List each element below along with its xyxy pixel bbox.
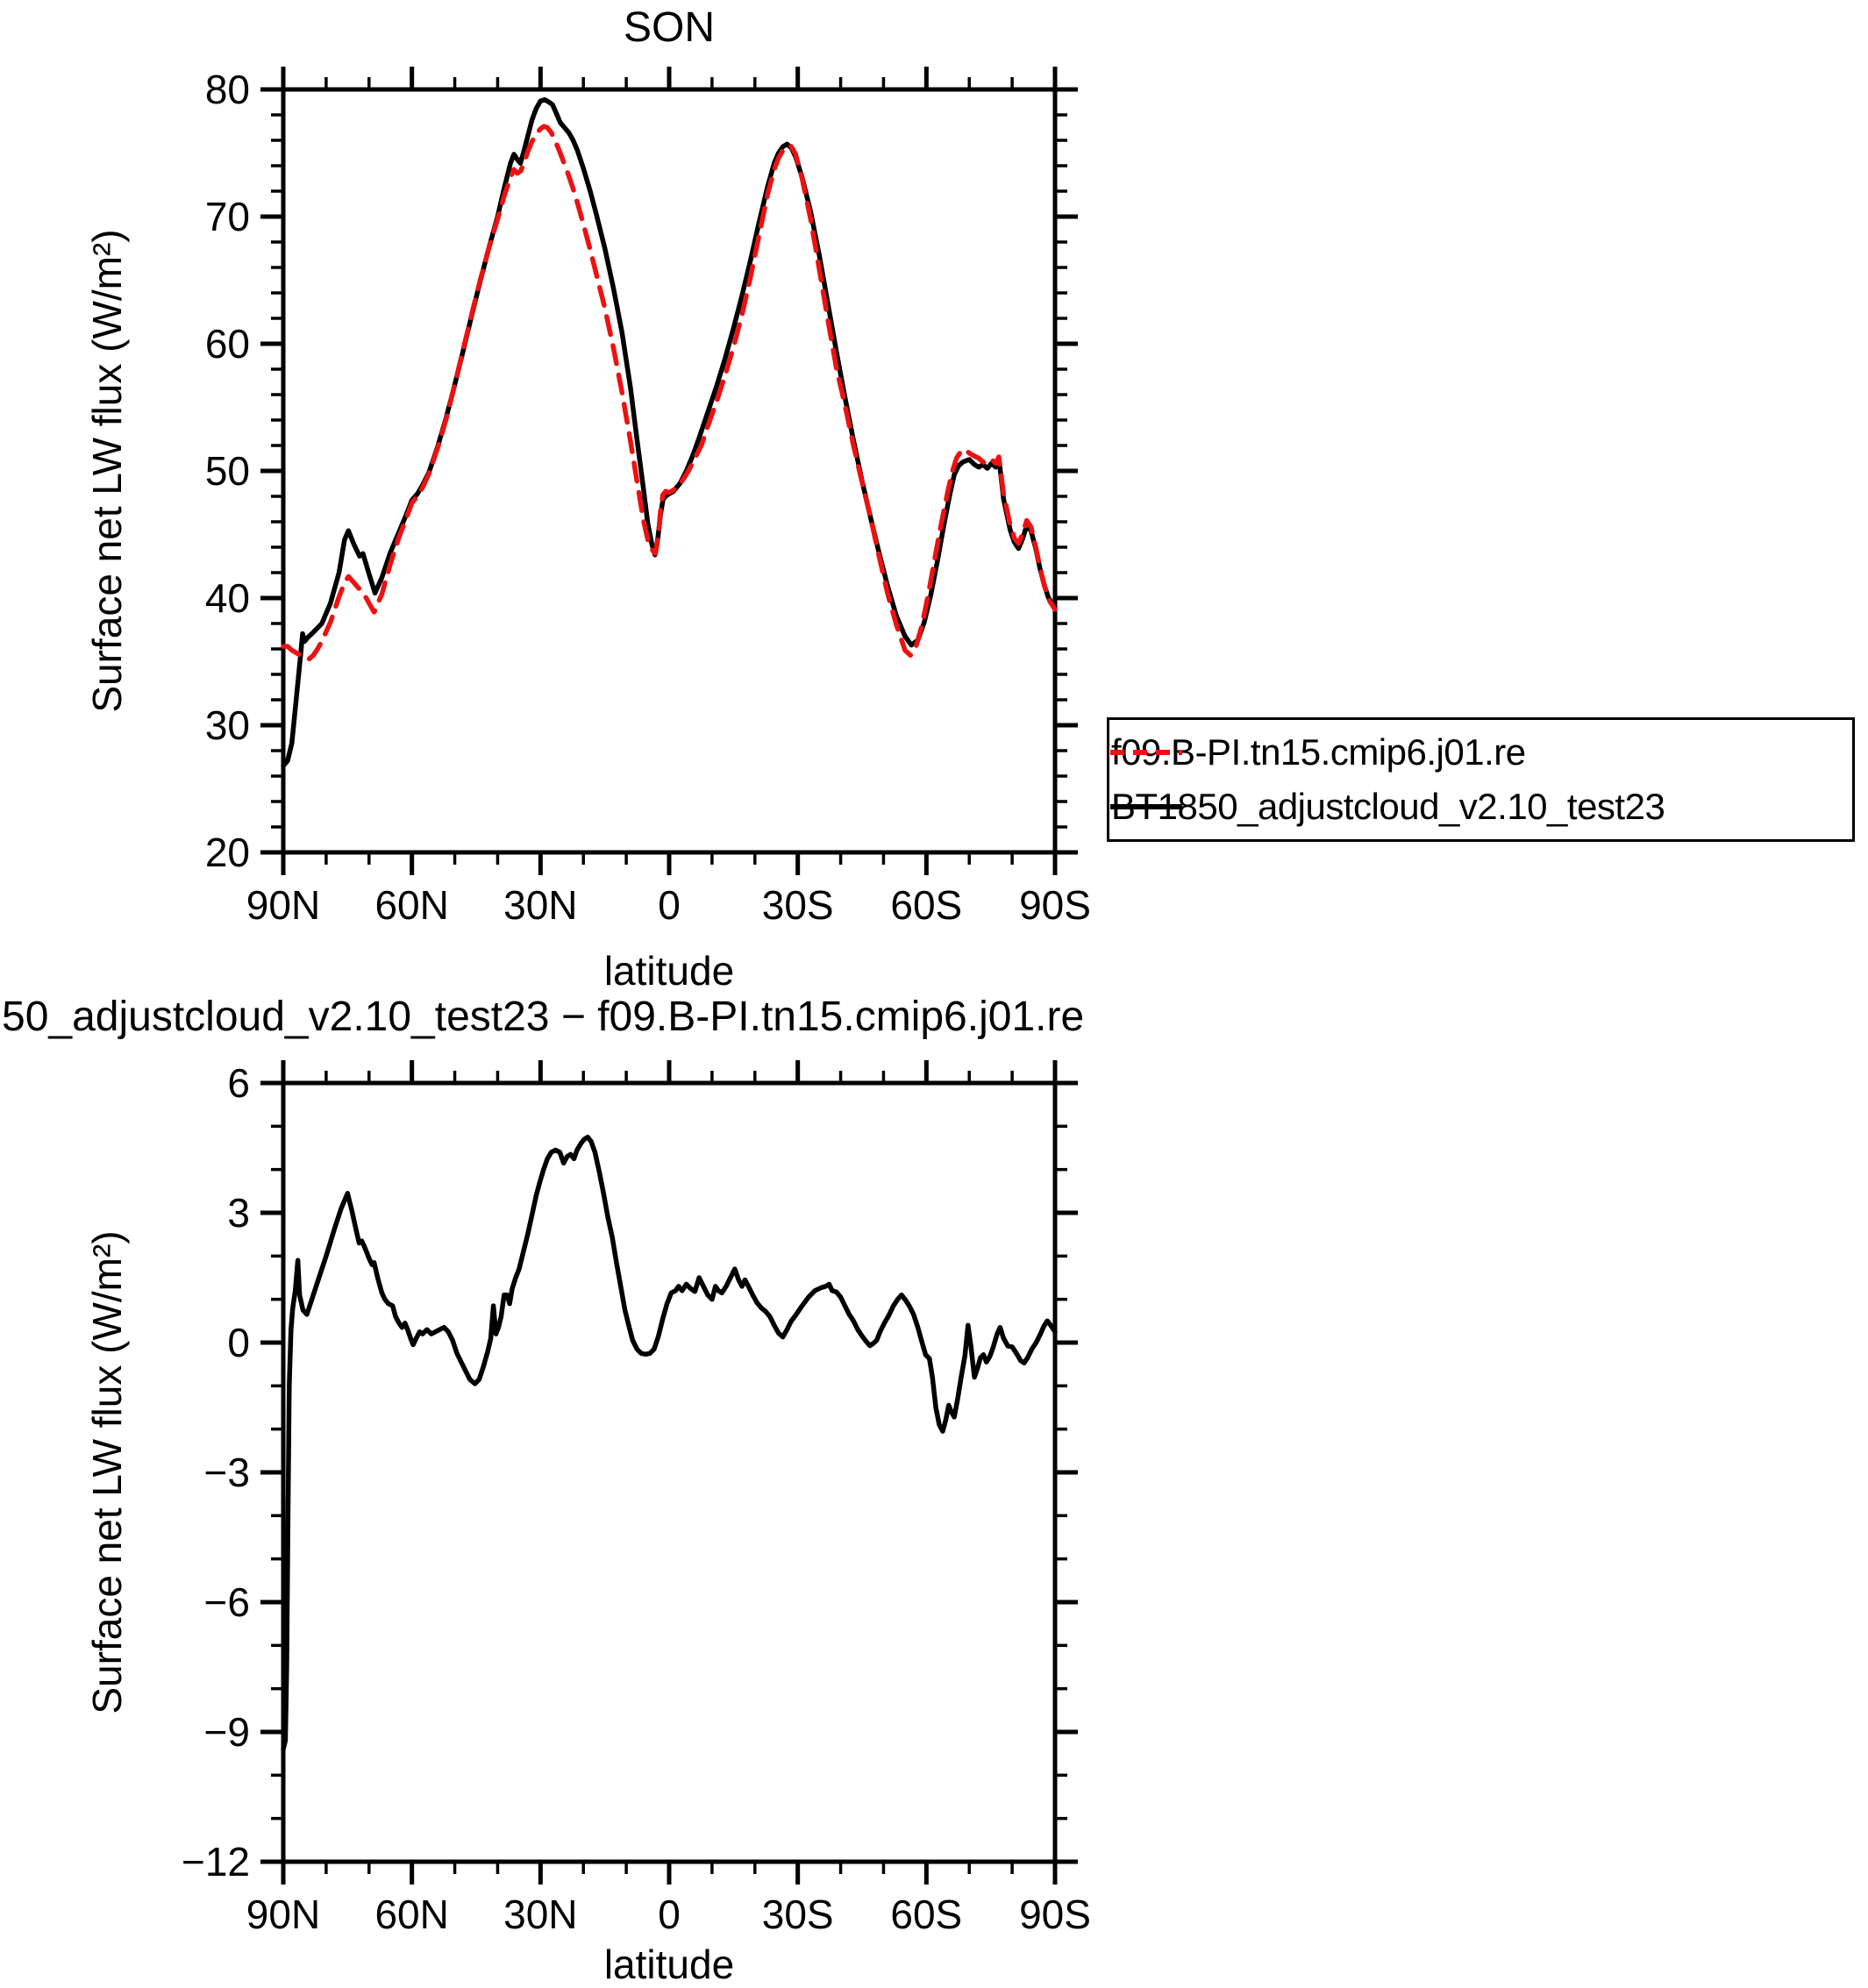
x-tick-label: 60S [890, 1892, 962, 1937]
x-tick-label: 0 [658, 1892, 681, 1937]
y-tick-label: 20 [205, 830, 250, 875]
x-tick-label: 30N [503, 882, 577, 928]
legend-item-f09: f09.B-PI.tn15.cmip6.j01.re [1109, 730, 1852, 774]
y-tick-label: −6 [204, 1579, 250, 1625]
plot-box [281, 87, 1058, 855]
red-dashed-line-sample [1110, 750, 1182, 755]
x-tick-label: 90S [1019, 882, 1091, 928]
y-axis-label: Surface net LW flux (W/m²) [84, 229, 130, 712]
top-plot-area: 90N 60N 30N 0 30S 60S 90S 80 70 60 50 40 30 20 Surface… [84, 67, 1091, 928]
y-tick-label: −9 [204, 1709, 250, 1755]
y-axis-label: Surface net LW flux (W/m²) [84, 1230, 130, 1714]
top-x-axis-label: latitude [603, 948, 735, 994]
series-line-bottom-difference [281, 1134, 1058, 1752]
legend-item-bt1850: BT1850_adjustcloud_v2.10_test23 [1109, 785, 1852, 829]
x-tick-label: 90N [246, 882, 320, 928]
x-tick-label: 30N [503, 1892, 577, 1937]
bottom-chart: 90N 60N 30N 0 30S 60S 90S 6 3 0 −3 −6 −9 −12 Surface n… [84, 1060, 1091, 1937]
series-line-BT1850_adjustcloud_v2.10_test23 [281, 96, 1058, 769]
y-tick-label: 40 [205, 575, 250, 621]
y-tick-label: 6 [227, 1060, 250, 1106]
x-tick-label: 60S [890, 882, 962, 928]
legend: f09.B-PI.tn15.cmip6.j01.re BT1850_adjust… [1107, 717, 1855, 842]
y-tick-label: 70 [205, 194, 250, 239]
black-solid-line-sample [1110, 804, 1182, 809]
y-tick-label: −3 [204, 1450, 250, 1495]
y-tick-label: 3 [227, 1190, 250, 1236]
x-tick-label: 0 [658, 882, 681, 928]
y-tick-label: 30 [205, 702, 250, 748]
bottom-plot-area: 90N 60N 30N 0 30S 60S 90S 6 3 0 −3 −6 −9 −12 Surface n… [84, 1060, 1091, 1937]
top-chart-title: SON [623, 4, 715, 51]
plot-box [281, 1080, 1058, 1864]
x-tick-label: 30S [762, 1892, 834, 1937]
y-tick-label: 60 [205, 321, 250, 367]
y-tick-label: 50 [205, 448, 250, 494]
x-tick-label: 60N [374, 882, 448, 928]
x-tick-label: 90S [1019, 1892, 1091, 1937]
top-chart: 90N 60N 30N 0 30S 60S 90S 80 70 60 50 40 30 20 Surface… [84, 67, 1091, 928]
legend-label-bt1850: BT1850_adjustcloud_v2.10_test23 [1111, 786, 1665, 827]
x-tick-label: 60N [374, 1892, 448, 1937]
y-tick-label: 0 [227, 1320, 250, 1365]
x-tick-label: 30S [762, 882, 834, 928]
y-tick-label: 80 [205, 67, 250, 112]
series-line-f09.B-PI.tn15.cmip6.j01.re [281, 124, 1058, 662]
x-tick-label: 90N [246, 1892, 320, 1937]
y-tick-label: −12 [182, 1839, 250, 1885]
bottom-x-axis-label: latitude [603, 1942, 735, 1987]
bottom-chart-title: 50_adjustcloud_v2.10_test23 − f09.B-PI.t… [2, 994, 1085, 1040]
